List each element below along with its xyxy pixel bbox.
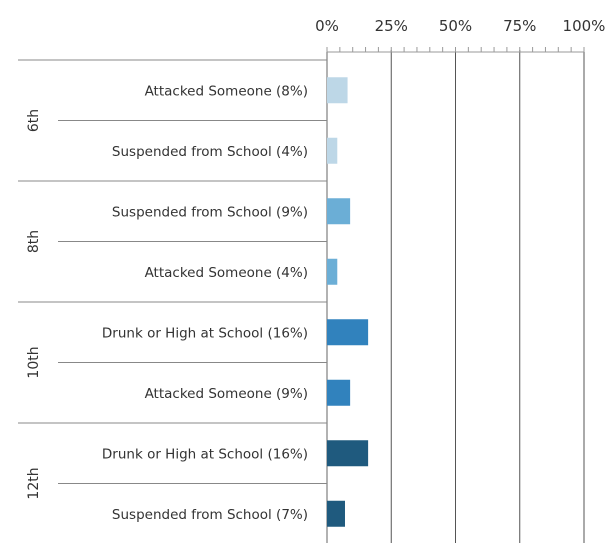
x-tick-label: 50% — [439, 17, 472, 35]
bar — [327, 137, 338, 164]
bar — [327, 379, 351, 406]
bar — [327, 500, 345, 527]
category-label: Drunk or High at School (16%) — [102, 325, 308, 341]
category-label: Attacked Someone (9%) — [145, 386, 308, 402]
x-tick-label: 0% — [315, 17, 339, 35]
x-axis: 0% 25% 50% 75% 100% — [315, 17, 606, 53]
bars — [327, 77, 369, 527]
category-label: Suspended from School (4%) — [112, 144, 308, 160]
group-labels: 6th 8th 10th 12th — [26, 109, 42, 500]
bar — [327, 319, 369, 346]
bar — [327, 77, 348, 104]
category-labels: Attacked Someone (8%) Suspended from Scho… — [102, 83, 308, 523]
category-label: Attacked Someone (4%) — [145, 265, 308, 281]
group-label: 8th — [26, 230, 42, 253]
bar — [327, 258, 338, 285]
x-tick-label: 25% — [375, 17, 408, 35]
bar — [327, 198, 351, 225]
group-label: 6th — [26, 109, 42, 132]
x-tick-label: 75% — [503, 17, 536, 35]
category-label: Attacked Someone (8%) — [145, 83, 308, 99]
row-separators — [18, 59, 327, 484]
group-label: 12th — [26, 467, 42, 499]
bar — [327, 440, 369, 467]
category-label: Drunk or High at School (16%) — [102, 446, 308, 462]
category-label: Suspended from School (9%) — [112, 204, 308, 220]
category-label: Suspended from School (7%) — [112, 507, 308, 523]
x-tick-label: 100% — [563, 17, 606, 35]
group-label: 10th — [26, 346, 42, 378]
grid-lines — [326, 50, 585, 543]
